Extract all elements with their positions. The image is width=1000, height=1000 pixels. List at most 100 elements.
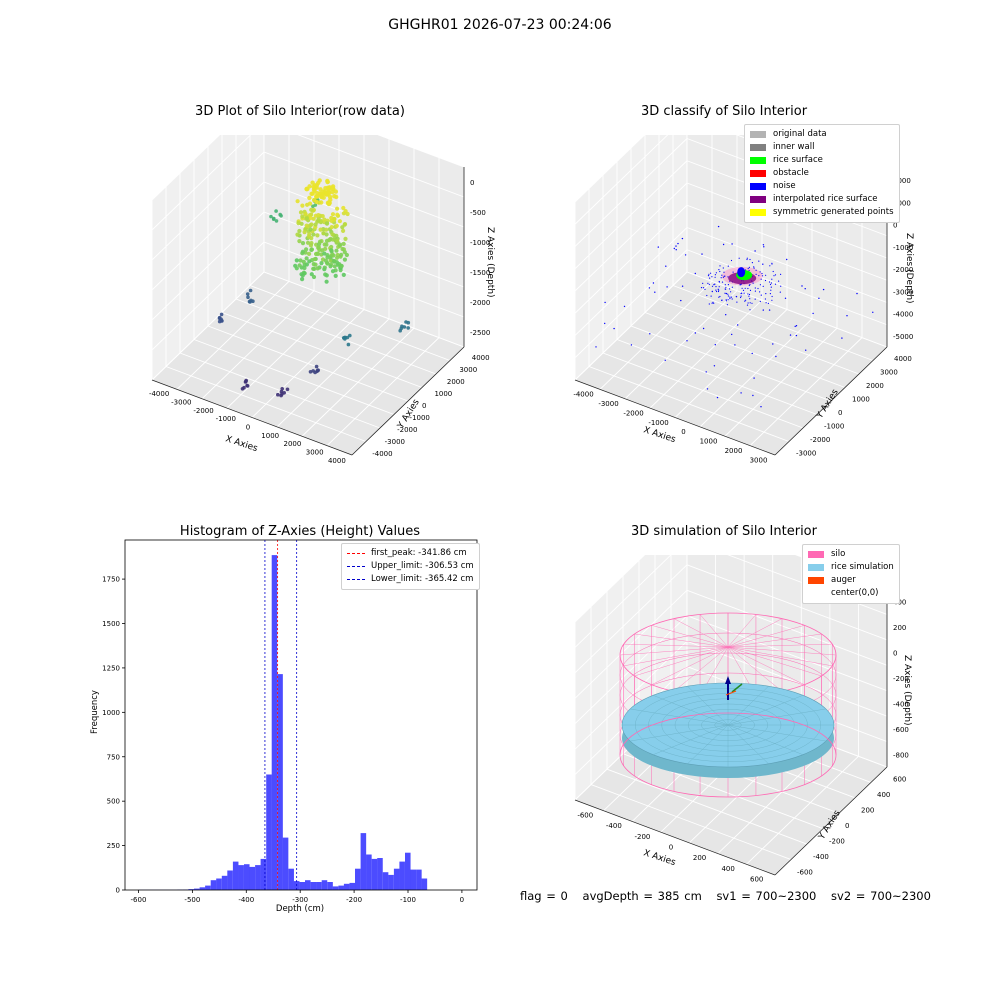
histogram-bar: [188, 889, 194, 890]
silo-roof-wire: [673, 646, 729, 692]
noise-point: [720, 277, 722, 279]
noise-point: [770, 286, 772, 288]
z-tick-label: -1500: [470, 269, 490, 277]
noise-point: [748, 293, 751, 296]
noise-point: [748, 269, 750, 272]
noise-point: [755, 273, 757, 275]
data-point: [300, 277, 305, 282]
center-arrow-head: [725, 676, 731, 684]
x-tick-label: 400: [721, 865, 734, 873]
noise-point: [731, 333, 733, 336]
z-tick-label: -500: [470, 209, 486, 217]
legend-item: rice simulation: [808, 561, 894, 574]
noise-point: [727, 265, 729, 267]
noise-point: [694, 272, 696, 275]
histogram-bar: [338, 885, 344, 890]
data-point: [334, 248, 339, 253]
legend-swatch: [808, 551, 824, 558]
x-tick-label: 0: [669, 844, 673, 852]
legend-swatch: [750, 157, 766, 164]
noise-point: [718, 286, 720, 288]
data-point: [328, 264, 333, 269]
z-tick-label: -1000: [893, 244, 913, 252]
histogram-bar: [238, 865, 244, 890]
grid-line: [658, 298, 860, 375]
x-tick-label: -2000: [623, 409, 643, 417]
legend-swatch: [808, 590, 824, 597]
noise-point: [708, 273, 710, 275]
noise-point: [712, 301, 714, 303]
grid-line: [151, 151, 265, 261]
noise-point: [747, 287, 749, 290]
histogram-bar: [221, 875, 228, 890]
noise-point: [769, 265, 771, 267]
z-tick-label: 1000: [893, 199, 911, 207]
noise-point: [725, 292, 728, 295]
histogram-bar: [316, 882, 322, 890]
legend-label: center(0,0): [831, 588, 879, 598]
y-tick-label: 200: [861, 807, 874, 815]
rice-mesh: [687, 686, 729, 726]
silo-roof-wire: [727, 643, 833, 648]
noise-point: [595, 346, 597, 348]
noise-point: [856, 292, 858, 295]
panel2-title: 3D classify of Silo Interior: [640, 104, 808, 119]
histogram-bar: [249, 866, 256, 890]
data-point: [302, 271, 307, 276]
noise-point: [846, 315, 848, 317]
rice-mesh: [727, 724, 826, 742]
histogram-bar: [205, 885, 211, 890]
noise-point: [725, 288, 727, 290]
noise-point: [702, 282, 704, 284]
silo-roof-wire: [699, 614, 729, 648]
noise-point: [722, 276, 724, 278]
data-point: [348, 333, 352, 338]
y-tick-label: -4000: [372, 450, 392, 458]
legend-item: Upper_limit: -306.53 cm: [347, 560, 474, 573]
histogram-bar: [288, 868, 294, 890]
y-tick-label: -200: [829, 837, 845, 845]
noise-point: [841, 337, 843, 339]
noise-point: [812, 312, 814, 315]
histogram-bar: [327, 882, 333, 890]
grid-line: [151, 271, 265, 381]
x-tick-label: -3000: [171, 399, 191, 407]
noise-point: [731, 286, 733, 288]
y-tick-label: 1000: [434, 390, 452, 398]
histogram-bar: [282, 837, 289, 890]
data-point: [343, 236, 348, 241]
noise-point: [779, 291, 781, 293]
grid-line: [574, 204, 688, 314]
noise-point: [648, 287, 651, 289]
data-point: [316, 213, 321, 218]
silo-roof-wire: [727, 614, 757, 648]
x-tick-label: 2000: [725, 447, 743, 455]
y-tick-label: 400: [877, 791, 890, 799]
noise-point: [748, 284, 750, 287]
noise-point: [702, 327, 705, 330]
histogram-bar: [393, 868, 400, 890]
histogram-bar: [194, 888, 200, 890]
data-point: [325, 255, 330, 260]
noise-point: [762, 309, 764, 311]
legend-label: first_peak: -341.86 cm: [371, 548, 467, 558]
data-point: [334, 194, 339, 200]
silo-roof-wire: [673, 618, 729, 648]
noise-point: [759, 291, 761, 293]
data-point: [332, 264, 337, 269]
noise-point: [760, 406, 762, 408]
noise-point: [701, 253, 703, 255]
data-point: [402, 325, 407, 329]
noise-point: [708, 283, 710, 285]
histogram-bar: [410, 869, 417, 890]
noise-point: [738, 257, 740, 259]
histogram-bar: [232, 861, 239, 890]
noise-point: [707, 275, 710, 277]
noise-point: [753, 377, 755, 379]
data-point: [311, 274, 317, 280]
data-point: [332, 259, 337, 264]
data-point: [274, 219, 279, 223]
data-point: [324, 232, 329, 237]
data-point: [305, 240, 311, 245]
panel4-zlabel: Z Axies (Depth): [902, 655, 912, 726]
